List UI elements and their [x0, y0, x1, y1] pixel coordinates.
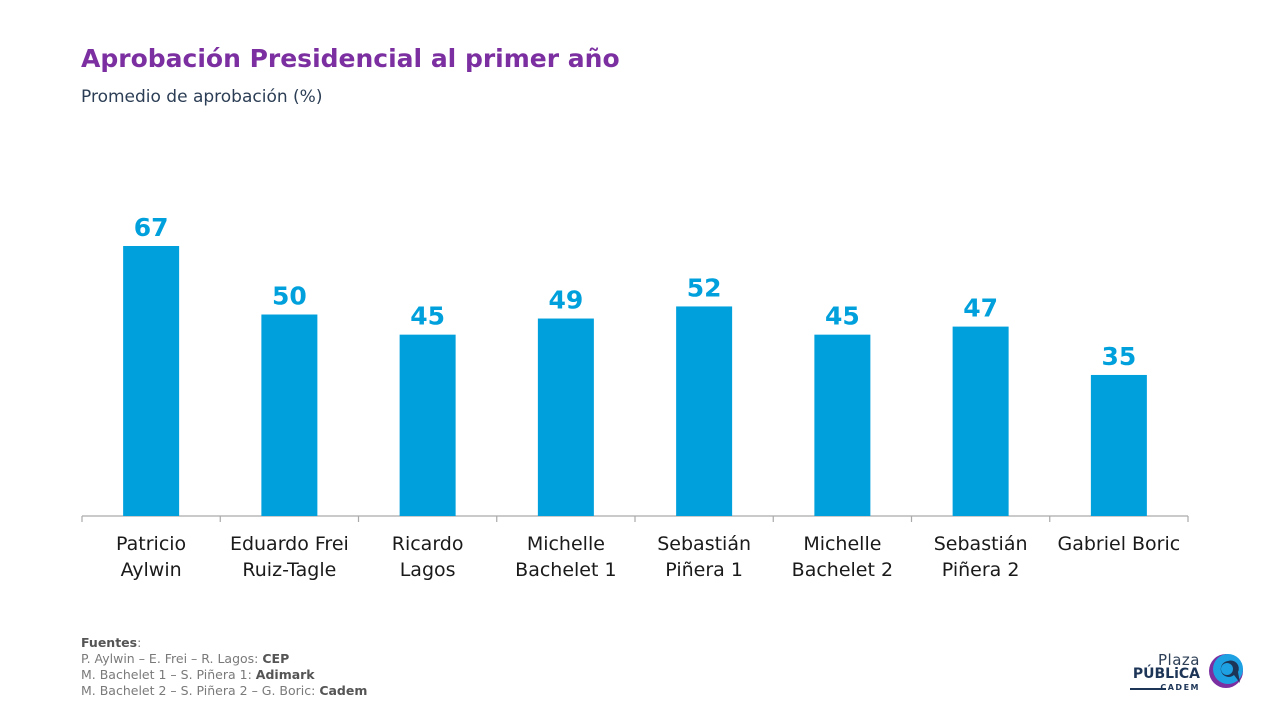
category-label: Bachelet 2	[792, 559, 893, 581]
logo-publica-text: PÚBLiCA	[1132, 666, 1200, 682]
logo-cadem-text: CADEM	[1160, 683, 1200, 692]
source-line: M. Bachelet 1 – S. Piñera 1: Adimark	[81, 667, 315, 682]
bar	[123, 246, 180, 516]
category-label: Piñera 2	[942, 559, 1020, 581]
category-label: Ricardo	[392, 533, 464, 555]
data-label: 67	[134, 213, 169, 242]
bar	[952, 326, 1009, 516]
category-label: Eduardo Frei	[230, 533, 349, 555]
category-label: Bachelet 1	[515, 559, 616, 581]
bar	[399, 334, 456, 516]
logo-plaza-text: Plaza	[1158, 651, 1200, 669]
bar	[676, 306, 733, 516]
speech-bubble-logo-icon	[1209, 654, 1243, 688]
data-label: 35	[1101, 342, 1136, 371]
bar	[814, 334, 871, 516]
chart-subtitle: Promedio de aprobación (%)	[81, 87, 323, 107]
category-label: Gabriel Boric	[1058, 533, 1181, 555]
category-label: Lagos	[400, 559, 456, 581]
bar	[537, 318, 594, 516]
sources-heading: Fuentes	[81, 635, 138, 650]
chart-title: Aprobación Presidencial al primer año	[81, 44, 620, 73]
sources-note: Fuentes: P. Aylwin – E. Frei – R. Lagos:…	[81, 635, 368, 698]
data-label: 49	[548, 286, 583, 315]
category-label: Piñera 1	[665, 559, 743, 581]
category-label: Aylwin	[121, 559, 182, 581]
category-label: Patricio	[116, 533, 186, 555]
data-label: 45	[825, 302, 860, 331]
category-label: Ruiz-Tagle	[242, 559, 336, 581]
data-label: 47	[963, 294, 998, 323]
data-label: 50	[272, 282, 307, 311]
source-line: P. Aylwin – E. Frei – R. Lagos: CEP	[81, 651, 290, 666]
category-label: Sebastián	[657, 533, 751, 555]
data-label: 45	[410, 302, 445, 331]
category-label: Michelle	[527, 533, 605, 555]
data-label: 52	[687, 273, 722, 302]
category-label: Michelle	[803, 533, 881, 555]
category-label: Sebastián	[934, 533, 1028, 555]
bar	[1090, 374, 1147, 516]
plaza-publica-logo: Plaza PÚBLiCA CADEM	[1128, 650, 1248, 695]
bar	[261, 314, 318, 516]
source-line: M. Bachelet 2 – S. Piñera 2 – G. Boric: …	[81, 683, 368, 698]
logo-underline	[1130, 688, 1166, 690]
